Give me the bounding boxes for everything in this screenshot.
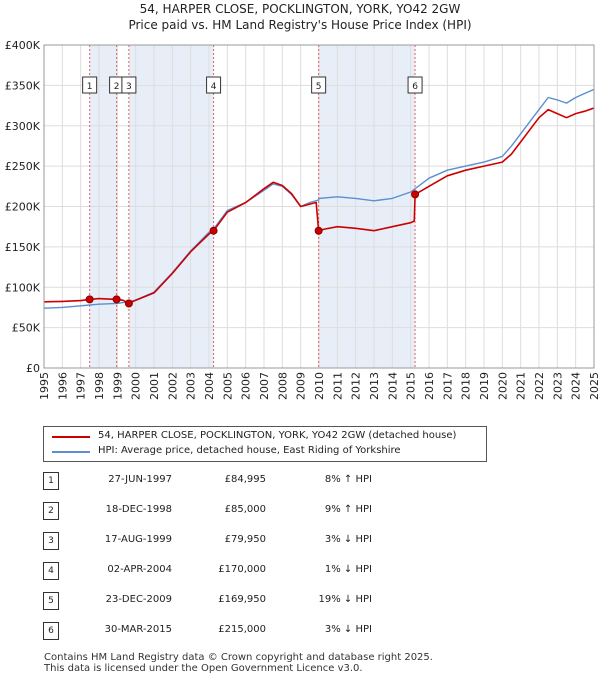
sale-hpi-diff: 8% ↑ HPI	[324, 474, 372, 485]
table-row: 6 30-MAR-2015 £215,000 3% ↓ HPI	[42, 622, 442, 640]
x-tick-label: 2020	[496, 372, 509, 400]
sale-date: 30-MAR-2015	[104, 624, 172, 635]
x-tick-label: 2021	[515, 372, 528, 400]
sale-number: 6	[43, 622, 59, 640]
y-tick-label: £50K	[12, 322, 41, 335]
x-tick-label: 2006	[240, 372, 253, 400]
sale-hpi-diff: 9% ↑ HPI	[324, 504, 372, 515]
x-tick-label: 2018	[460, 372, 473, 400]
x-tick-label: 2017	[441, 372, 454, 400]
footer-licence: This data is licensed under the Open Gov…	[44, 663, 363, 674]
sale-point	[124, 299, 133, 308]
sale-price: £215,000	[218, 624, 266, 635]
x-tick-label: 2024	[570, 372, 583, 400]
sale-date: 27-JUN-1997	[108, 474, 172, 485]
y-tick-label: £250K	[5, 160, 41, 173]
y-tick-label: £200K	[5, 201, 41, 214]
sale-price: £170,000	[218, 564, 266, 575]
sale-number: 5	[43, 592, 59, 610]
sale-price: £84,995	[224, 474, 266, 485]
legend-swatch-hpi	[52, 451, 90, 453]
y-tick-label: £100K	[5, 281, 41, 294]
x-tick-label: 2016	[423, 372, 436, 400]
x-tick-label: 2007	[258, 372, 271, 400]
legend-label-price-paid: 54, HARPER CLOSE, POCKLINGTON, YORK, YO4…	[98, 430, 457, 441]
sale-date: 17-AUG-1999	[104, 534, 172, 545]
x-tick-label: 1997	[75, 372, 88, 400]
sale-date: 02-APR-2004	[107, 564, 172, 575]
sale-point	[112, 295, 121, 304]
x-tick-label: 2005	[221, 372, 234, 400]
sale-point	[85, 295, 94, 304]
table-row: 5 23-DEC-2009 £169,950 19% ↓ HPI	[42, 592, 442, 610]
table-row: 3 17-AUG-1999 £79,950 3% ↓ HPI	[42, 532, 442, 550]
sale-number-box	[121, 76, 137, 94]
sale-number-label: 1	[87, 82, 93, 92]
sale-date: 23-DEC-2009	[105, 594, 172, 605]
legend-label-hpi: HPI: Average price, detached house, East…	[98, 445, 401, 456]
x-tick-label: 1998	[93, 372, 106, 400]
x-tick-label: 2019	[478, 372, 491, 400]
x-tick-label: 2014	[386, 372, 399, 400]
sale-number-label: 6	[412, 82, 418, 92]
sale-number-box	[206, 76, 222, 94]
chart-subtitle: Price paid vs. HM Land Registry's House …	[128, 18, 472, 32]
sale-hpi-diff: 19% ↓ HPI	[318, 594, 372, 605]
x-tick-label: 2013	[368, 372, 381, 400]
sale-date: 18-DEC-1998	[105, 504, 172, 515]
x-tick-label: 1999	[111, 372, 124, 400]
x-tick-label: 2015	[405, 372, 418, 400]
y-tick-label: £0	[26, 362, 40, 375]
sale-number: 3	[43, 532, 59, 550]
x-tick-label: 2023	[551, 372, 564, 400]
x-tick-label: 2008	[276, 372, 289, 400]
sale-number-label: 5	[316, 82, 322, 92]
sale-number-box	[407, 76, 423, 94]
sale-price: £85,000	[224, 504, 266, 515]
x-tick-label: 2002	[166, 372, 179, 400]
legend-swatch-price-paid	[52, 436, 90, 438]
x-tick-label: 1995	[38, 372, 51, 400]
table-row: 2 18-DEC-1998 £85,000 9% ↑ HPI	[42, 502, 442, 520]
x-tick-label: 2012	[350, 372, 363, 400]
sale-number-label: 4	[211, 82, 217, 92]
sale-hpi-diff: 3% ↓ HPI	[324, 624, 372, 635]
sale-number-box	[82, 76, 98, 94]
x-tick-label: 1996	[56, 372, 69, 400]
y-tick-label: £150K	[5, 241, 41, 254]
x-tick-label: 2025	[588, 372, 600, 400]
sale-point	[209, 226, 218, 235]
x-tick-label: 2001	[148, 372, 161, 400]
x-tick-label: 2009	[295, 372, 308, 400]
table-row: 4 02-APR-2004 £170,000 1% ↓ HPI	[42, 562, 442, 580]
sale-number: 4	[43, 562, 59, 580]
x-tick-label: 2022	[533, 372, 546, 400]
footer-copyright: Contains HM Land Registry data © Crown c…	[44, 652, 433, 663]
x-tick-label: 2000	[130, 372, 143, 400]
sale-price: £79,950	[224, 534, 266, 545]
sale-price: £169,950	[218, 594, 266, 605]
x-tick-label: 2010	[313, 372, 326, 400]
x-tick-label: 2011	[331, 372, 344, 400]
x-tick-label: 2003	[185, 372, 198, 400]
y-tick-label: £350K	[5, 79, 41, 92]
y-tick-label: £400K	[5, 39, 41, 52]
sale-number-label: 2	[114, 82, 120, 92]
chart-title: 54, HARPER CLOSE, POCKLINGTON, YORK, YO4…	[139, 2, 461, 16]
sale-point	[411, 190, 420, 199]
plot-frame	[43, 44, 595, 369]
legend: 54, HARPER CLOSE, POCKLINGTON, YORK, YO4…	[43, 426, 487, 462]
x-tick-label: 2004	[203, 372, 216, 400]
y-tick-label: £300K	[5, 120, 41, 133]
sale-hpi-diff: 3% ↓ HPI	[324, 534, 372, 545]
sale-number-label: 3	[126, 82, 132, 92]
sale-point	[314, 226, 323, 235]
sale-number: 1	[43, 472, 59, 490]
sale-hpi-diff: 1% ↓ HPI	[324, 564, 372, 575]
table-row: 1 27-JUN-1997 £84,995 8% ↑ HPI	[42, 472, 442, 490]
sale-number-box	[311, 76, 327, 94]
sale-number: 2	[43, 502, 59, 520]
